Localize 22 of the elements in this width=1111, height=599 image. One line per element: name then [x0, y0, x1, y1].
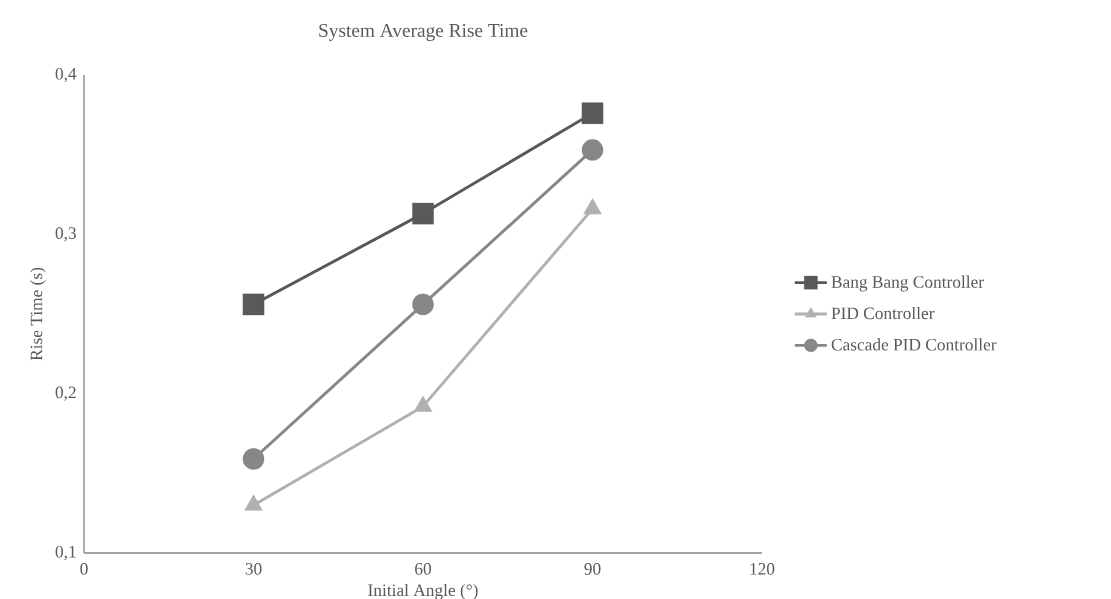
point	[412, 293, 434, 316]
y-tick-label: 0,1	[55, 545, 76, 561]
x-tick-label: 0	[80, 563, 88, 575]
point	[242, 293, 265, 316]
x-tick-label: 60	[415, 563, 432, 575]
y-axis-title: Rise Time (s)	[30, 267, 46, 361]
legend-label: PID Controller	[831, 306, 935, 320]
y-tick-label: 0,4	[55, 67, 77, 83]
point	[581, 102, 604, 124]
x-axis-title: Initial Angle (°)	[368, 583, 478, 599]
chart-title: System Average Rise Time	[319, 23, 528, 41]
x-tick-label: 30	[245, 563, 262, 575]
point	[581, 139, 604, 161]
x-tick-label: 90	[584, 563, 601, 575]
point	[244, 494, 263, 511]
y-tick-label: 0,2	[55, 386, 76, 401]
point	[412, 202, 434, 225]
y-tick-label: 0,3	[55, 227, 76, 242]
x-tick-label: 120	[750, 563, 775, 575]
legend-label: Bang Bang Controller	[831, 275, 984, 292]
point	[242, 448, 265, 470]
legend-label: Cascade PID Controller	[831, 338, 997, 351]
